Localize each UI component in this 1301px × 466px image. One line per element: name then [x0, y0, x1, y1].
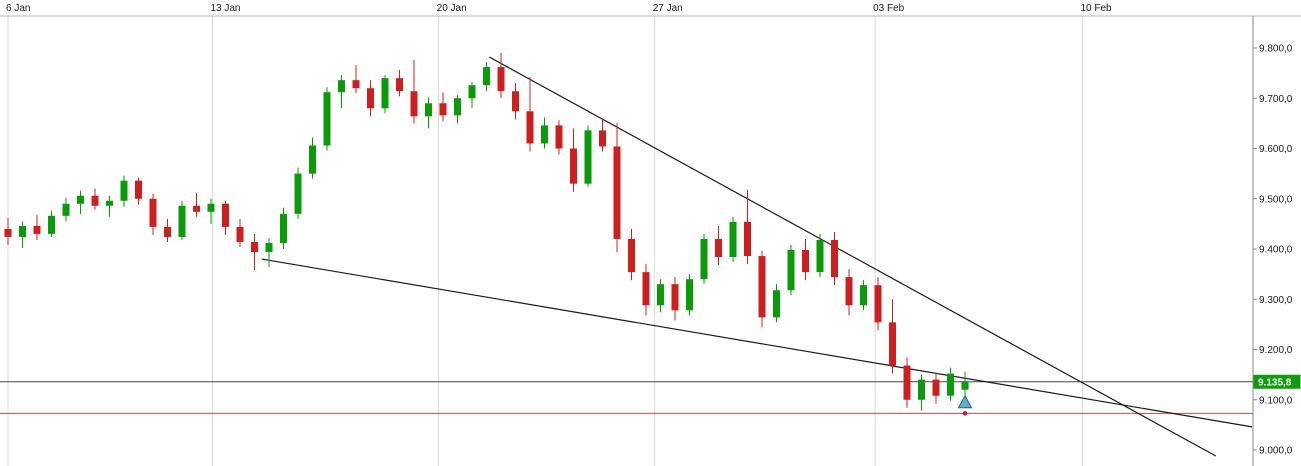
candle-body	[802, 250, 809, 273]
candle-body	[19, 225, 26, 237]
candle-body	[816, 239, 824, 273]
candle-body	[425, 103, 432, 117]
price-axis-label: 9.100,0	[1259, 395, 1293, 406]
candle-body	[512, 91, 519, 112]
candle-body	[584, 130, 592, 184]
candle-body	[280, 213, 287, 243]
candle-body	[570, 148, 577, 184]
candle-body	[135, 180, 142, 199]
candle-body	[4, 228, 12, 237]
price-axis-label: 9.200,0	[1259, 345, 1293, 356]
candle-body	[541, 125, 548, 144]
candle-body	[715, 238, 722, 258]
candle-body	[323, 92, 331, 146]
x-axis-label: 27 Jan	[653, 3, 683, 14]
candle-body	[903, 365, 911, 400]
candle-body	[222, 203, 229, 227]
x-axis-label: 20 Jan	[437, 3, 467, 14]
x-axis-label: 03 Feb	[873, 3, 905, 14]
candle-body	[628, 238, 635, 273]
candle-body	[251, 241, 258, 253]
candle-body	[555, 125, 563, 149]
candle-body	[352, 80, 360, 89]
upper-descending-trendline[interactable]	[489, 56, 1217, 457]
candle-body	[48, 215, 55, 234]
x-axis-label: 13 Jan	[210, 3, 240, 14]
candle-body	[889, 322, 896, 366]
candle-body	[947, 373, 954, 396]
candle-body	[773, 290, 780, 318]
candle-body	[367, 88, 374, 109]
candle-body	[483, 67, 490, 86]
candle-body	[758, 256, 766, 318]
price-axis-label: 9.600,0	[1259, 144, 1293, 155]
candle-body	[599, 130, 606, 147]
x-axis-label: 10 Feb	[1080, 3, 1112, 14]
candle-body	[309, 145, 316, 174]
candle-body	[671, 284, 679, 311]
candle-body	[439, 103, 447, 116]
candle-body	[396, 78, 403, 92]
lower-descending-trendline[interactable]	[261, 258, 1253, 428]
candle-body	[62, 203, 70, 216]
candle-body	[33, 225, 41, 234]
candle-body	[236, 226, 244, 242]
candle-body	[526, 111, 534, 144]
price-axis-label: 9.700,0	[1259, 94, 1293, 105]
candle-body	[729, 221, 737, 258]
candle-body	[454, 98, 461, 116]
candle-body	[193, 205, 200, 212]
buy-arrow-marker[interactable]	[957, 394, 973, 409]
candle-body	[831, 239, 838, 278]
candle-body	[918, 379, 925, 400]
candle-body	[686, 279, 693, 311]
candle-body	[613, 146, 621, 239]
candle-body	[657, 284, 664, 306]
price-axis-label: 9.000,0	[1259, 446, 1293, 457]
price-axis-label: 9.500,0	[1259, 194, 1293, 205]
x-axis-label: 6 Jan	[6, 3, 30, 14]
candle-body	[106, 200, 113, 206]
candle-body	[149, 198, 157, 227]
price-axis-label: 9.800,0	[1259, 44, 1293, 55]
candle-body	[338, 80, 345, 93]
last-price-badge	[1253, 374, 1301, 389]
candle-body	[77, 195, 84, 204]
price-axis-label: 9.300,0	[1259, 295, 1293, 306]
candle-body	[860, 285, 867, 306]
last-price-badge-label: 9.135,8	[1258, 377, 1292, 388]
candle-body	[468, 85, 476, 99]
candle-body	[410, 91, 418, 117]
candle-body	[91, 195, 99, 206]
candle-body	[744, 221, 751, 257]
candle-body	[265, 242, 273, 253]
candle-body	[164, 226, 171, 237]
price-axis-label: 9.400,0	[1259, 245, 1293, 256]
candle-body	[207, 203, 215, 212]
candle-body	[497, 67, 505, 92]
candle-body	[845, 277, 853, 306]
candle-body	[178, 205, 186, 237]
candle-body	[294, 173, 302, 214]
candle-body	[700, 238, 708, 280]
candle-body	[961, 381, 969, 390]
candle-body	[642, 272, 650, 306]
candle-body	[874, 285, 882, 323]
candle-body	[932, 379, 940, 396]
candle-body	[787, 250, 795, 291]
candle-body	[120, 180, 128, 201]
alert-dot-marker[interactable]	[962, 411, 968, 416]
candle-body	[381, 78, 389, 109]
